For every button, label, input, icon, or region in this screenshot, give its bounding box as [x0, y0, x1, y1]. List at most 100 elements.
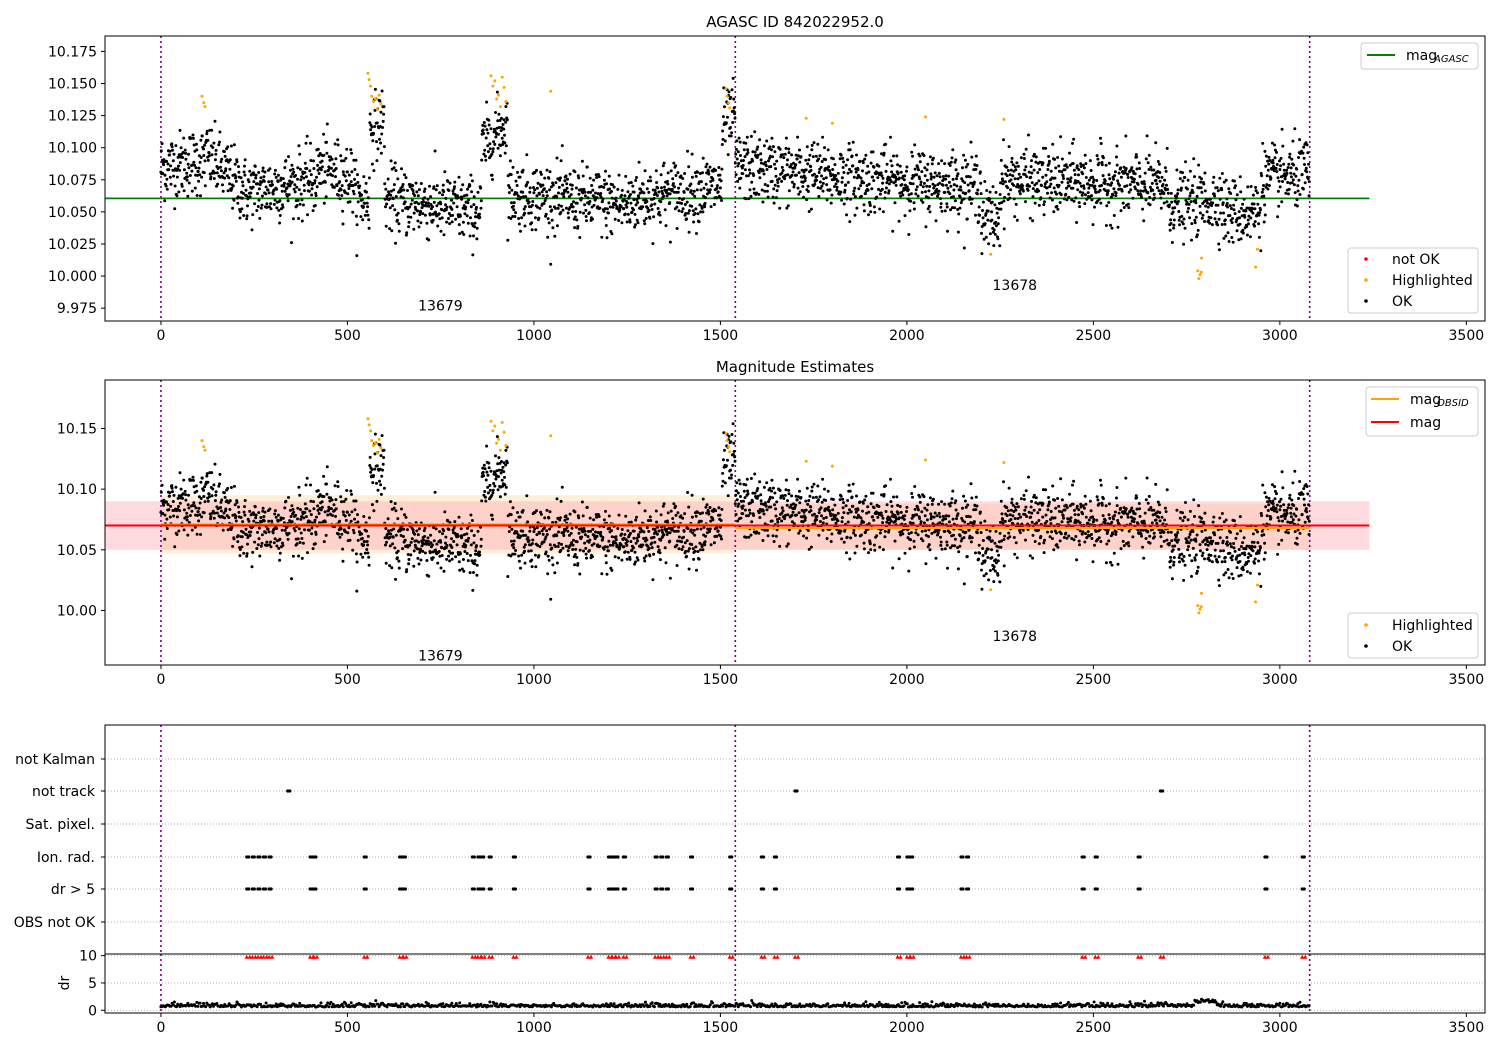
ok-point [823, 146, 826, 150]
ok-point [1101, 174, 1105, 178]
ok-point [550, 546, 554, 550]
ok-point [795, 513, 798, 517]
ok-point [839, 153, 843, 157]
ok-point [308, 169, 312, 173]
ok-point [475, 237, 479, 241]
ok-point [290, 577, 293, 581]
ok-point [234, 519, 238, 523]
ok-point [835, 185, 839, 189]
ok-point [586, 196, 590, 200]
ok-point [620, 221, 624, 225]
ok-point [353, 168, 357, 171]
ok-point [431, 205, 434, 209]
ok-point [744, 197, 748, 201]
ok-point [390, 566, 394, 570]
ok-point [535, 186, 539, 190]
ok-point [315, 515, 318, 519]
ok-point [911, 154, 914, 158]
ok-point [800, 508, 804, 512]
ok-point [236, 201, 240, 205]
ok-point [278, 551, 282, 555]
ok-point [978, 170, 982, 174]
ok-point [177, 505, 180, 508]
ok-point [659, 538, 663, 542]
y-tick-label: 10.075 [48, 173, 97, 189]
ok-point [1015, 185, 1018, 189]
ok-point [607, 549, 610, 553]
ok-point [1091, 175, 1095, 179]
ok-point [486, 491, 490, 495]
ok-point [379, 454, 383, 458]
ok-point [614, 203, 618, 207]
ok-point [721, 471, 725, 475]
ok-point [160, 142, 164, 146]
ok-point [784, 136, 788, 140]
ok-point [260, 203, 264, 207]
ok-point [261, 166, 265, 170]
ok-point [571, 210, 575, 214]
ok-point [527, 549, 531, 553]
ok-point [421, 212, 425, 216]
ok-point [1065, 165, 1069, 169]
ok-point [322, 474, 326, 478]
ok-point [555, 497, 559, 501]
ok-point [907, 233, 911, 236]
ok-point [1061, 174, 1065, 178]
ok-point [933, 171, 937, 175]
ok-point [985, 189, 989, 192]
ok-point [569, 205, 573, 209]
ok-point [807, 547, 811, 551]
ok-point [252, 180, 256, 184]
ok-point [190, 509, 194, 513]
ok-point [1168, 203, 1171, 207]
ok-point [298, 541, 302, 544]
ok-point [165, 187, 169, 191]
ok-point [699, 188, 703, 192]
ok-point [736, 504, 740, 508]
ok-point [296, 517, 299, 521]
ok-point [454, 555, 458, 559]
ok-point [362, 175, 366, 179]
ok-point [346, 192, 350, 196]
ok-point [773, 491, 777, 495]
ok-point [699, 210, 703, 214]
ok-point [302, 516, 306, 520]
ok-point [360, 532, 364, 536]
ok-point [397, 222, 401, 226]
ok-point [1307, 180, 1311, 184]
ok-point [1281, 180, 1284, 183]
ok-point [192, 501, 196, 505]
ok-point [1016, 164, 1020, 168]
ok-point [952, 195, 955, 199]
ok-point [806, 190, 810, 193]
ok-point [218, 472, 222, 476]
ok-point [191, 475, 195, 479]
ok-point [677, 547, 681, 551]
ok-point [752, 174, 756, 178]
ok-point [530, 565, 534, 569]
ok-point [207, 151, 211, 155]
highlighted-point [804, 116, 808, 120]
ok-point [604, 216, 608, 220]
ok-point [351, 184, 355, 188]
ok-point [390, 229, 394, 233]
ok-point [483, 148, 487, 152]
ok-point [1067, 195, 1071, 199]
ok-point [620, 532, 624, 536]
ok-point [703, 543, 707, 547]
ok-point [185, 511, 189, 515]
ok-point [1109, 183, 1113, 187]
ok-point [364, 181, 368, 185]
ok-point [770, 179, 774, 183]
ok-point [1164, 169, 1168, 173]
ok-point [392, 166, 396, 170]
ok-point [814, 154, 818, 158]
ok-point [836, 171, 840, 175]
ok-point [1106, 189, 1110, 193]
ok-point [1100, 163, 1104, 167]
ok-point [444, 535, 448, 539]
ok-point [177, 529, 181, 533]
ok-point [765, 168, 769, 171]
ok-point [810, 489, 814, 493]
ok-point [1297, 178, 1301, 182]
